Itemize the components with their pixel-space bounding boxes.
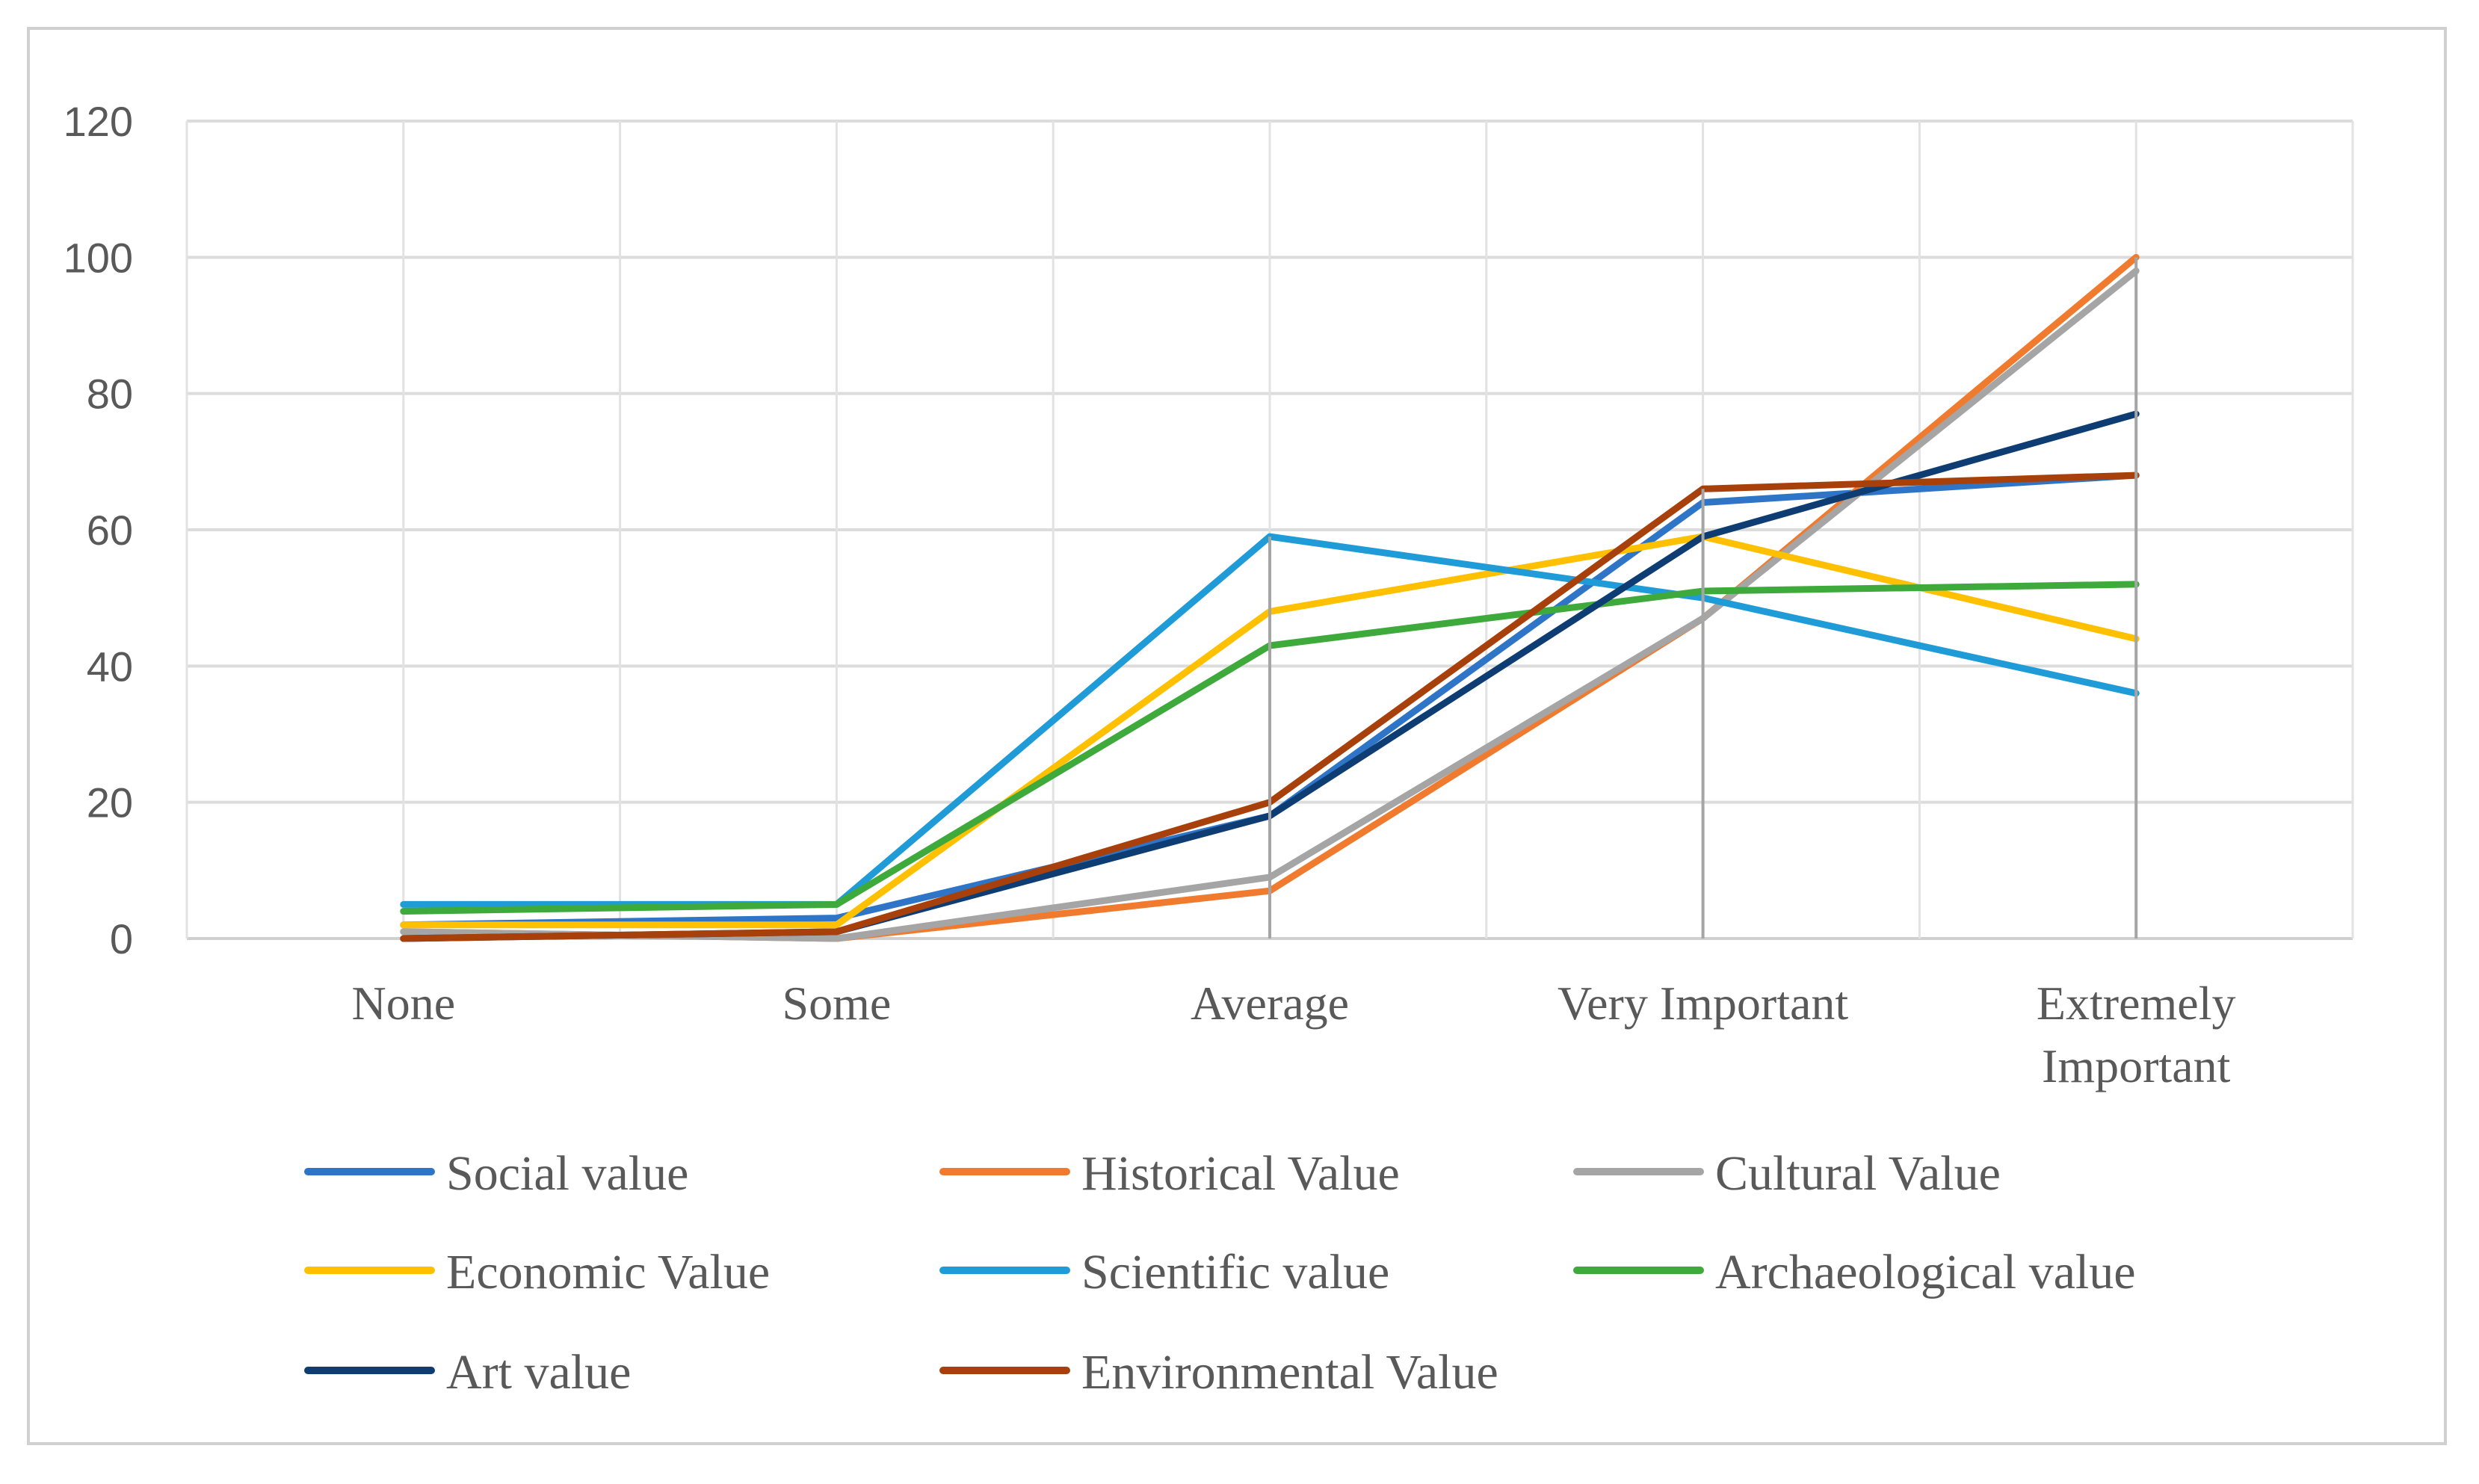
legend-item-cultural-value: Cultural Value (1573, 1146, 2001, 1201)
x-axis: None Some Average Very Important Extremely Im… (351, 977, 2235, 1092)
legend-label: Economic Value (446, 1245, 770, 1299)
y-tick-label: 40 (87, 643, 133, 690)
x-tick-label: Important (2042, 1039, 2231, 1092)
legend-item-historical-value: Historical Value (939, 1146, 1400, 1201)
legend-label: Environmental Value (1081, 1345, 1498, 1400)
legend-label: Scientific value (1081, 1245, 1389, 1299)
x-tick-label: Extremely (2037, 977, 2236, 1030)
legend-item-scientific-value: Scientific value (939, 1245, 1389, 1299)
legend-label: Social value (446, 1146, 688, 1201)
legend-label: Art value (446, 1345, 631, 1400)
legend-item-economic-value: Economic Value (304, 1245, 770, 1299)
legend: Social value Historical Value Cultural Val… (304, 1146, 2136, 1400)
y-tick-label: 60 (87, 507, 133, 554)
legend-label: Cultural Value (1715, 1146, 2001, 1201)
y-tick-label: 100 (64, 234, 133, 281)
x-tick-label: Average (1191, 977, 1349, 1030)
y-tick-label: 80 (87, 371, 133, 418)
chart-frame (27, 27, 2447, 1445)
legend-item-archaeological-value: Archaeological value (1573, 1245, 2136, 1299)
y-tick-label: 20 (87, 779, 133, 826)
legend-item-social-value: Social value (304, 1146, 688, 1201)
legend-label: Archaeological value (1715, 1245, 2136, 1299)
y-tick-label: 120 (64, 98, 133, 145)
legend-item-art-value: Art value (304, 1345, 631, 1400)
legend-item-environmental-value: Environmental Value (939, 1345, 1498, 1400)
x-tick-label: Some (782, 977, 892, 1030)
x-tick-label: Very Important (1558, 977, 1848, 1030)
y-tick-label: 0 (110, 915, 133, 962)
legend-label: Historical Value (1081, 1146, 1400, 1201)
drop-lines (1268, 257, 2138, 939)
y-axis: 0 20 40 60 80 100 120 (64, 98, 133, 962)
x-tick-label: None (351, 977, 455, 1030)
